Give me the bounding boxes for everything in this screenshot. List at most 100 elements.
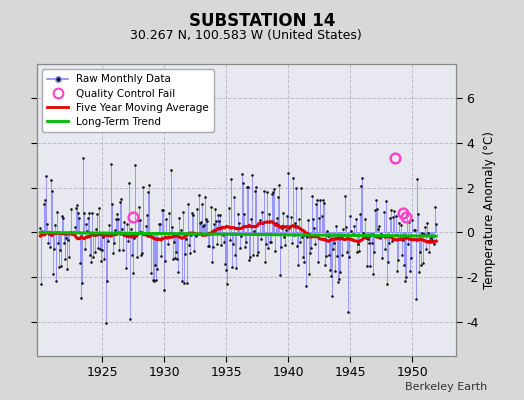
Point <box>138 184 147 190</box>
Point <box>344 309 353 315</box>
Point <box>310 224 319 231</box>
Point <box>37 281 46 287</box>
Point <box>311 240 320 247</box>
Point <box>147 270 155 277</box>
Point <box>58 212 67 219</box>
Point <box>314 259 323 265</box>
Point <box>75 260 84 266</box>
Point <box>101 320 110 326</box>
Point <box>86 252 94 258</box>
Point <box>245 256 254 263</box>
Point <box>173 269 182 275</box>
Point <box>181 251 189 258</box>
Point <box>395 219 403 226</box>
Point <box>158 207 167 214</box>
Point <box>212 218 220 224</box>
Point <box>98 246 106 253</box>
Point <box>99 234 107 241</box>
Point <box>69 229 78 236</box>
Point <box>363 263 371 270</box>
Point <box>156 221 165 228</box>
Point <box>359 231 368 237</box>
Point <box>236 245 244 251</box>
Point <box>379 209 388 215</box>
Point <box>223 281 232 287</box>
Point <box>277 244 286 250</box>
Point <box>410 226 419 233</box>
Point <box>400 262 408 269</box>
Point <box>280 234 289 240</box>
Point <box>233 225 241 232</box>
Point <box>312 200 321 207</box>
Point <box>40 197 49 203</box>
Point <box>41 173 50 179</box>
Point <box>220 238 228 245</box>
Point <box>215 218 223 224</box>
Point <box>108 250 117 256</box>
Point <box>285 224 293 231</box>
Point <box>160 287 169 294</box>
Point <box>176 229 184 236</box>
Point <box>270 186 278 193</box>
Point <box>289 232 298 238</box>
Point <box>162 215 171 222</box>
Point <box>405 219 413 225</box>
Point <box>325 267 334 274</box>
Point <box>54 239 62 246</box>
Point <box>224 204 233 211</box>
Point <box>207 204 215 210</box>
Point <box>130 235 139 241</box>
Point <box>306 250 314 256</box>
Point <box>265 210 273 217</box>
Point <box>394 256 402 263</box>
Point <box>234 211 242 217</box>
Point <box>424 230 432 236</box>
Point <box>303 234 311 240</box>
Point <box>202 216 210 222</box>
Point <box>347 228 356 235</box>
Point <box>227 264 236 270</box>
Point <box>206 231 214 237</box>
Point <box>157 253 166 259</box>
Point <box>232 264 240 271</box>
Point <box>342 224 351 230</box>
Point <box>81 246 89 252</box>
Point <box>73 210 82 216</box>
Point <box>102 278 111 284</box>
Y-axis label: Temperature Anomaly (°C): Temperature Anomaly (°C) <box>483 131 496 289</box>
Point <box>391 232 399 238</box>
Point <box>203 218 211 224</box>
Point <box>63 266 71 272</box>
Point <box>431 204 440 210</box>
Point <box>240 210 248 217</box>
Point <box>292 243 301 249</box>
Point <box>151 262 159 268</box>
Point <box>326 272 335 279</box>
Point <box>422 246 430 252</box>
Point <box>299 254 307 260</box>
Point <box>196 219 205 225</box>
Point <box>201 194 209 200</box>
Point <box>194 192 203 199</box>
Point <box>177 227 185 234</box>
Point <box>244 184 253 190</box>
Point <box>383 281 391 287</box>
Point <box>235 220 243 226</box>
Point <box>82 221 90 228</box>
Point <box>365 240 373 247</box>
Point <box>268 191 276 198</box>
Point <box>260 258 269 265</box>
Point <box>161 258 170 264</box>
Point <box>42 221 51 227</box>
Point <box>356 211 364 217</box>
Point <box>335 276 343 282</box>
Point <box>266 238 274 245</box>
Point <box>242 239 250 245</box>
Text: Berkeley Earth: Berkeley Earth <box>405 382 487 392</box>
Point <box>146 233 154 239</box>
Point <box>428 237 436 244</box>
Point <box>169 256 177 262</box>
Point <box>392 213 400 219</box>
Point <box>269 189 277 195</box>
Point <box>183 280 191 286</box>
